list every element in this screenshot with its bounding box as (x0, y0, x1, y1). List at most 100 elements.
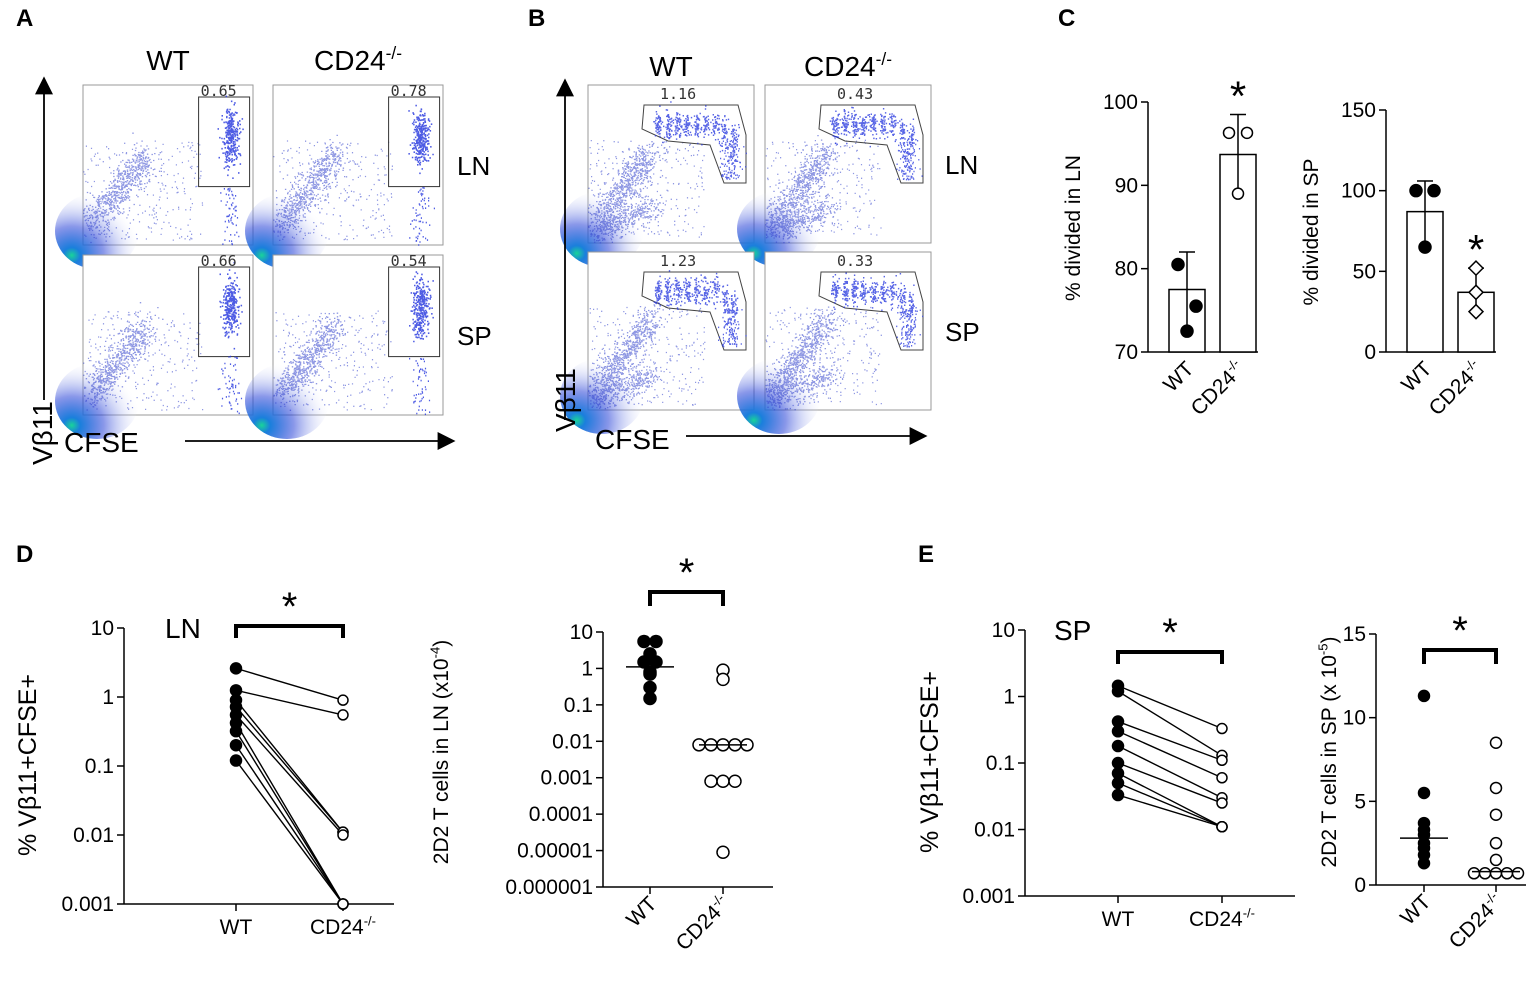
y-tick-label: 0 (1354, 874, 1366, 897)
plot-frame (272, 84, 444, 246)
y-tick-label: 0.1 (986, 752, 1015, 775)
significance-star: * (1162, 611, 1178, 655)
y-axis-label: 2D2 T cells in LN (x10-4) (428, 640, 453, 864)
y-axis-label: % Vβ11+CFSE+ (916, 671, 944, 853)
y-axis-label: Vβ11 (550, 368, 581, 432)
x-tick-label: WT (1397, 357, 1436, 396)
cd24-point (1489, 853, 1503, 867)
scatter-dots (83, 132, 204, 244)
cd24-point (337, 829, 349, 841)
gated-population (653, 270, 747, 348)
scatter-dots (273, 134, 393, 242)
y-tick-label: 70 (1115, 341, 1138, 364)
gate-polygon (641, 104, 747, 184)
pair-line (1117, 690, 1223, 757)
y-axis-label: Vβ11 (27, 401, 58, 465)
x-tick-label: CD24-/- (1185, 356, 1250, 421)
x-tick-label: WT (1102, 908, 1135, 931)
y-tick-label: 100 (1103, 91, 1138, 114)
gate-box (198, 266, 251, 358)
cd24-point (716, 672, 730, 687)
cd24-point (704, 774, 718, 788)
pair-line (1117, 730, 1223, 779)
wt-point (643, 680, 657, 695)
y-tick-label: 10 (992, 619, 1015, 642)
flow-plot-ln-cd24: 0.43 (737, 84, 932, 267)
wt-point (1111, 725, 1125, 738)
cd24-point (716, 774, 730, 788)
gated-population (653, 101, 747, 180)
wt-point (1417, 856, 1431, 870)
cd24-point (1216, 722, 1228, 735)
cd24-point (337, 898, 349, 910)
x-tick-label: CD24-/- (1423, 356, 1488, 421)
gate-polygon (641, 271, 747, 351)
cd24-point (1500, 867, 1514, 880)
y-tick-label: 0.001 (540, 767, 593, 790)
pair-line (235, 667, 344, 701)
gated-population (831, 272, 924, 348)
significance-star: * (1468, 226, 1484, 273)
x-axis-label: CFSE (595, 424, 670, 455)
data-point (1467, 284, 1485, 301)
flow-plot-sp-wt: 1.23 (560, 251, 755, 434)
y-axis-label: % Vβ11+CFSE+ (14, 674, 42, 856)
x-tick-label: CD24-/- (1189, 906, 1255, 931)
flow-panel-a: 0.65 0.78 0.66 0.54 WT CD24-/- LN SP Vβ11 CFSE (27, 43, 492, 465)
wt-point (1111, 788, 1125, 802)
gate-polygon (818, 271, 924, 351)
panel-letter-e: E (918, 541, 934, 568)
pair-line (235, 714, 344, 836)
column-label-cd24: CD24-/- (804, 49, 892, 82)
dense-population (55, 193, 139, 269)
wt-point (229, 662, 243, 675)
pair-line (1117, 720, 1223, 761)
y-tick-label: 10 (91, 617, 114, 640)
label-superscript: -4 (428, 647, 443, 659)
y-tick-label: 90 (1115, 174, 1138, 197)
cd24-point (1216, 797, 1228, 809)
y-tick-label: 1 (581, 657, 593, 680)
y-tick-label: 10 (1343, 707, 1366, 730)
label-main: CD24 (804, 51, 876, 82)
significance-star: * (1230, 73, 1246, 120)
tissue-annotation: SP (1054, 615, 1091, 646)
chart-e-paired-sp: 0.001 0.01 0.1 1 10 % Vβ11+CFSE+ SP WT CD24-/- * (916, 611, 1295, 931)
gate-value: 0.54 (391, 252, 427, 270)
scatter-dots (83, 302, 204, 411)
wt-point (1111, 776, 1125, 790)
gate-value: 1.23 (660, 252, 696, 270)
cd24-point (1489, 836, 1503, 850)
wt-point (229, 754, 243, 767)
cd24-point (337, 694, 349, 706)
data-point (1409, 183, 1423, 198)
cd24-point (1489, 736, 1503, 750)
cd24-point (1216, 754, 1228, 766)
gated-population (217, 95, 244, 246)
cd24-point (1216, 772, 1228, 784)
pair-line (235, 699, 344, 833)
pair-line (1117, 745, 1223, 799)
y-tick-label: 80 (1115, 258, 1138, 281)
cd24-point (1478, 867, 1492, 880)
label-superscript: -/- (386, 43, 403, 63)
y-tick-label: 0.001 (962, 885, 1015, 908)
data-point (1427, 183, 1441, 198)
gated-population (408, 104, 435, 246)
data-point (1180, 324, 1194, 338)
gate-value: 0.43 (837, 85, 873, 103)
pair-line (1117, 762, 1223, 804)
label-main: 2D2 T cells in LN (x10 (430, 658, 453, 864)
y-tick-label: 100 (1341, 180, 1376, 203)
wt-point (229, 738, 243, 752)
y-tick-label: 5 (1354, 790, 1366, 813)
wt-point (1417, 786, 1431, 800)
panel-letter-b: B (528, 5, 545, 32)
pair-line (1117, 685, 1223, 730)
gate-polygon (818, 104, 924, 184)
wt-point (1111, 756, 1125, 770)
chart-d-scatter-ln: 0.000001 0.00001 0.0001 0.001 0.01 0.1 1 10 2D2 … (428, 551, 773, 955)
significance-bracket (234, 624, 345, 638)
significance-star: * (1452, 609, 1468, 653)
